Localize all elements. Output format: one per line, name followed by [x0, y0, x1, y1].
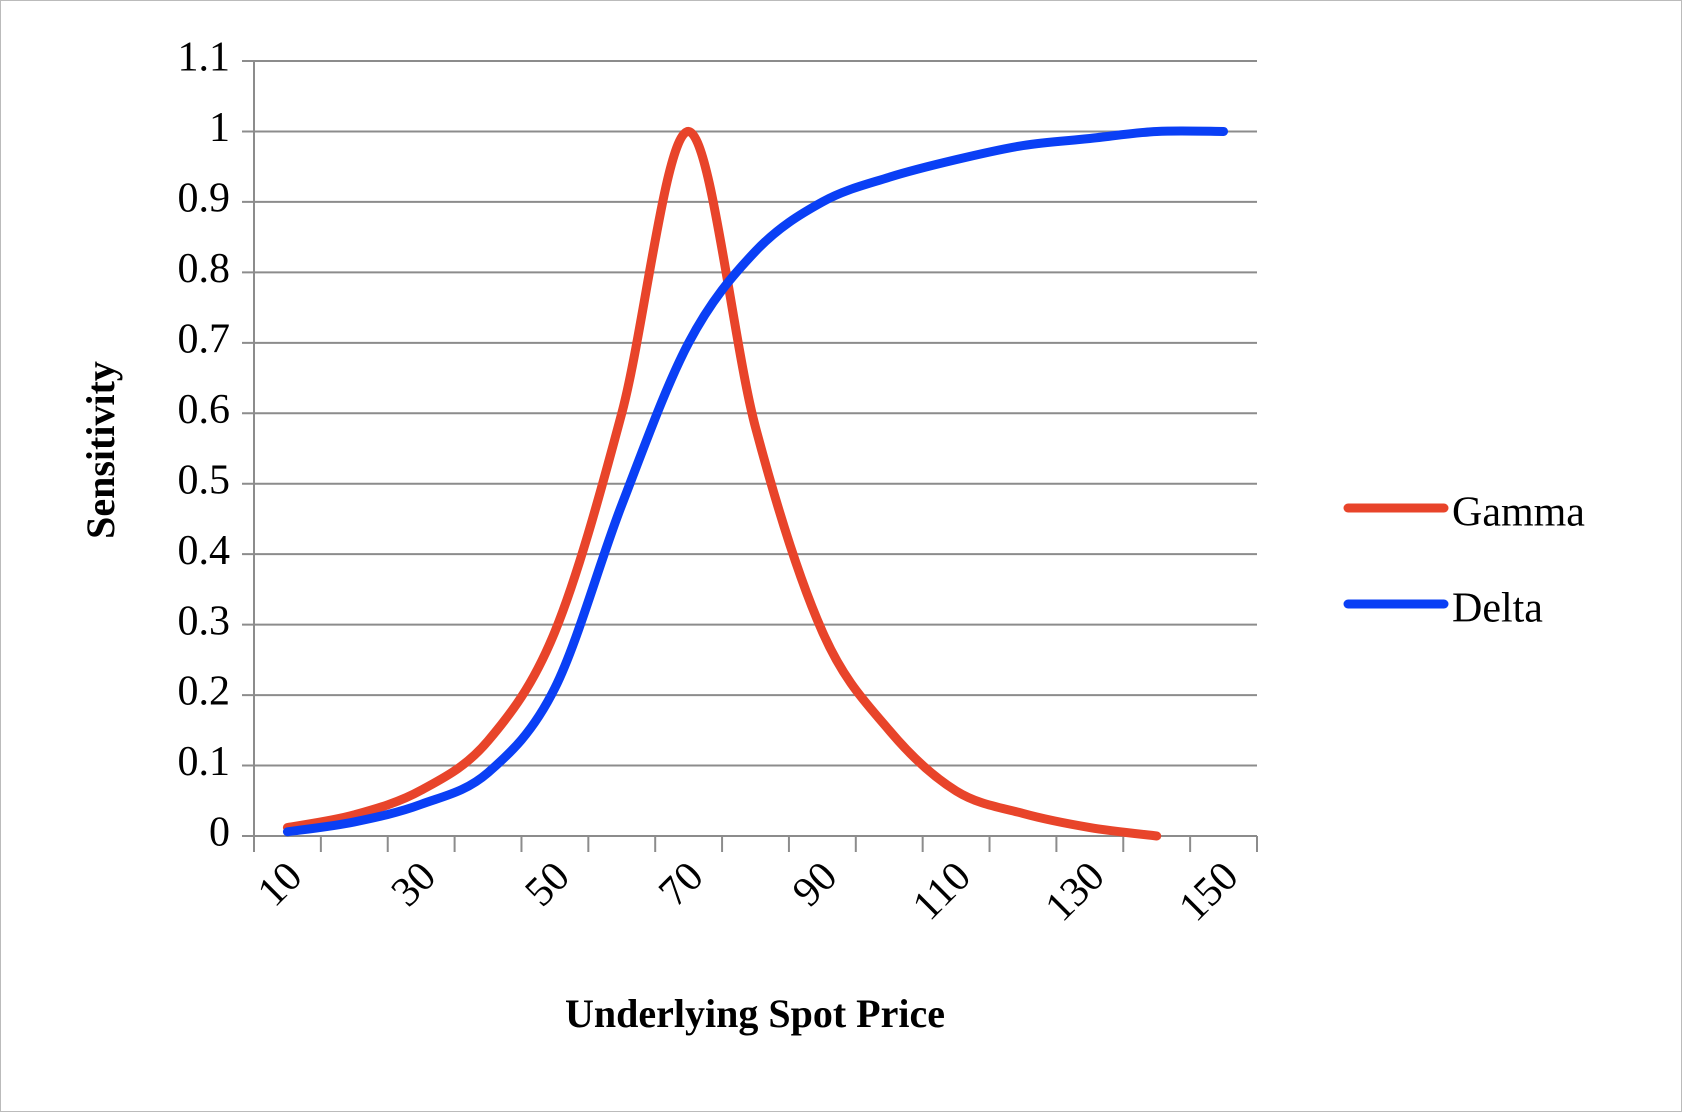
y-tick-label: 0.9: [178, 176, 231, 222]
y-axis-title: Sensitivity: [78, 361, 123, 539]
y-tick-label: 0.3: [178, 598, 231, 644]
y-tick-label: 0.1: [178, 739, 231, 785]
x-axis-title: Underlying Spot Price: [565, 991, 945, 1036]
y-tick-label: 1.1: [178, 35, 231, 81]
line-series: [282, 126, 1162, 841]
y-tick-label: 0.4: [178, 528, 231, 574]
legend-label: Gamma: [1452, 490, 1585, 536]
y-tick-label: 0.2: [178, 669, 231, 715]
y-tick-label: 0.5: [178, 457, 231, 503]
y-tick-label: 0.8: [178, 246, 231, 292]
y-tick-label: 1: [209, 105, 230, 151]
y-tick-label: 0.6: [178, 387, 231, 433]
legend-label: Delta: [1452, 586, 1543, 632]
line-series: [282, 126, 1229, 837]
y-tick-label: 0.7: [178, 316, 231, 362]
y-tick-label: 0: [209, 810, 230, 856]
